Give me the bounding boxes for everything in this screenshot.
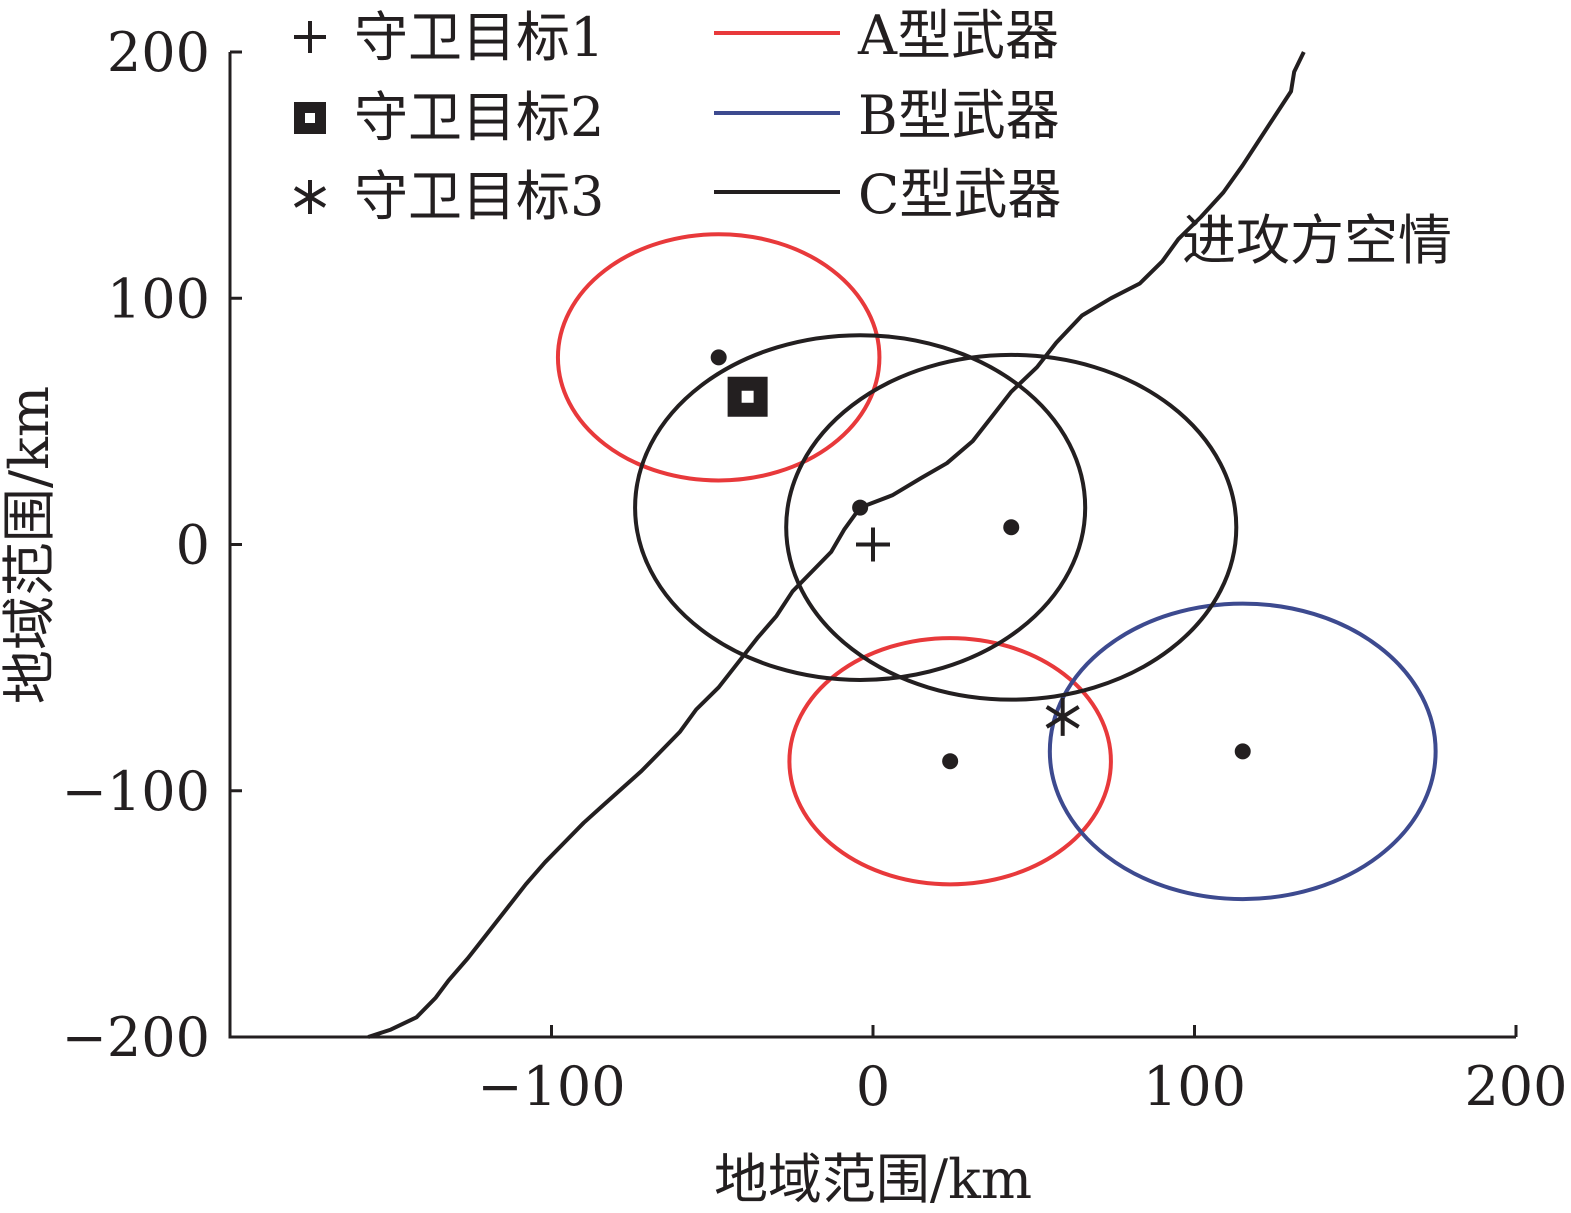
- target-marker-3: [1045, 697, 1080, 736]
- weapon-position-point-5: [1003, 519, 1020, 536]
- weapon-range-circle-4: [633, 333, 1088, 682]
- weapon-position-point-2: [942, 753, 959, 770]
- weapon-range-circle-1: [555, 232, 882, 483]
- weapon-position-point-1: [710, 349, 727, 366]
- legend: 守卫目标1 守卫目标2 守卫目标3 A型武器 B型武器: [293, 4, 1061, 228]
- legend-label-target-2: 守卫目标2: [354, 86, 604, 149]
- weapon-range-circle-3: [1047, 601, 1438, 902]
- air-threat-track: [367, 51, 1306, 1039]
- weapon-position-point-4: [852, 499, 869, 516]
- legend-label-weapon-c: C型武器: [858, 163, 1061, 226]
- y-axis-title: 地域范围/km: [0, 386, 61, 704]
- square-marker-inner: [741, 390, 754, 403]
- plus-marker-icon: [294, 21, 326, 53]
- y-tick-label: 200: [107, 21, 210, 84]
- legend-item-target-1: 守卫目标1: [294, 6, 604, 69]
- air-threat-label: 进攻方空情: [1182, 209, 1452, 272]
- legend-label-target-3: 守卫目标3: [354, 165, 604, 228]
- x-tick-label: −100: [477, 1055, 625, 1118]
- legend-label-weapon-a: A型武器: [857, 4, 1059, 67]
- legend-item-weapon-a: A型武器: [714, 4, 1059, 67]
- y-tick-label: 0: [176, 514, 210, 577]
- target-marker-2: [727, 376, 768, 417]
- plot-area: [367, 51, 1438, 1039]
- legend-item-target-3: 守卫目标3: [293, 165, 604, 228]
- x-tick-label: 100: [1143, 1055, 1246, 1118]
- square-marker-icon: [294, 102, 326, 134]
- x-tick-label: 0: [856, 1055, 890, 1118]
- legend-item-weapon-b: B型武器: [714, 84, 1060, 147]
- y-tick-label: −200: [62, 1006, 210, 1069]
- asterisk-marker-icon: [293, 180, 327, 214]
- weapon-range-circle-5: [784, 352, 1239, 702]
- target-marker-1: [856, 527, 890, 562]
- legend-item-target-2: 守卫目标2: [294, 86, 604, 149]
- weapon-position-point-3: [1234, 743, 1251, 760]
- legend-label-weapon-b: B型武器: [858, 84, 1060, 147]
- x-axis-title: 地域范围/km: [714, 1148, 1032, 1211]
- asterisk-stroke-3: [1045, 705, 1080, 729]
- legend-label-target-1: 守卫目标1: [354, 6, 604, 69]
- x-tick-label: 200: [1464, 1055, 1567, 1118]
- weapon-range-circle-2: [787, 636, 1113, 887]
- y-tick-label: −100: [62, 760, 210, 823]
- legend-item-weapon-c: C型武器: [714, 163, 1061, 226]
- axes: −100 0 100 200 −200 −100 0 100 200: [62, 21, 1568, 1118]
- y-tick-label: 100: [107, 267, 210, 330]
